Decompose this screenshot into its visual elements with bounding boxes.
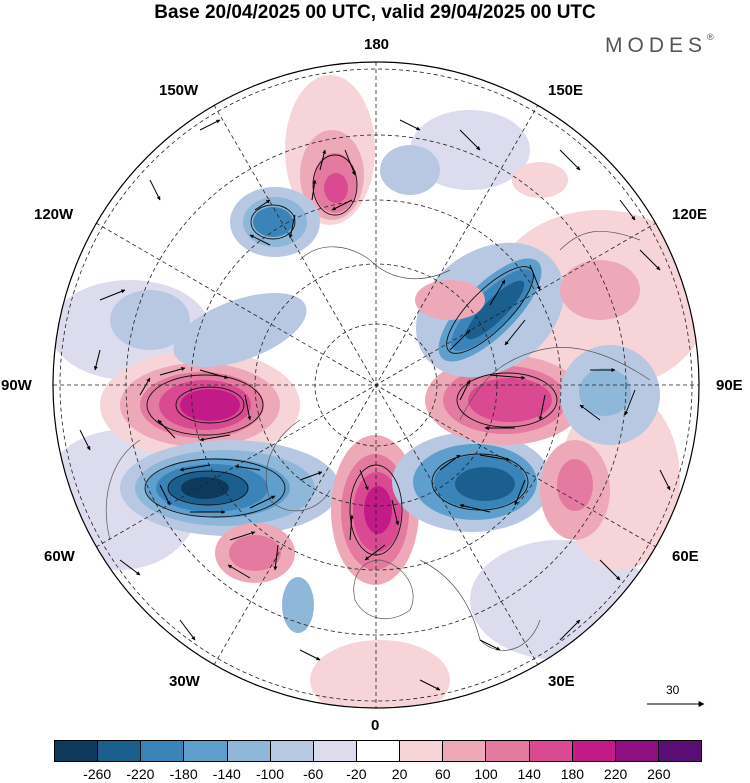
map-title: Base 20/04/2025 00 UTC, valid 29/04/2025… [154, 2, 596, 23]
colorbar-tick-label: 220 [603, 766, 628, 782]
colorbar-swatch [98, 741, 142, 761]
colorbar-tick-label: -180 [169, 766, 198, 782]
lon-label-0: 0 [371, 717, 380, 734]
coastlines [105, 230, 651, 651]
map-border [52, 61, 700, 709]
lon-label-150e: 150E [548, 82, 584, 99]
reference-vector: 30 [640, 683, 710, 713]
colorbar-swatch [529, 741, 573, 761]
colorbar-swatch [313, 741, 357, 761]
logo-text: MODES [605, 34, 708, 57]
colorbar-tick-label: 180 [560, 766, 585, 782]
colorbar-swatch [400, 741, 444, 761]
colorbar-tick-label: -100 [255, 766, 285, 782]
colorbar-swatch [270, 741, 314, 761]
colorbar-swatch [443, 741, 487, 761]
colorbar-tick-label: 260 [647, 766, 671, 782]
colorbar-swatch [572, 741, 616, 761]
lon-label-120w: 120W [34, 206, 74, 223]
lon-label-180: 180 [364, 36, 390, 53]
lon-label-150w: 150W [159, 82, 199, 99]
colorbar-tick-label: 140 [517, 766, 541, 782]
modes-logo: MODES® [605, 32, 714, 58]
colorbar-tick-label: -140 [212, 766, 241, 782]
wind-vectors [79, 119, 671, 691]
map-disc [53, 62, 699, 708]
colorbar-tick-label: 100 [474, 766, 498, 782]
graticule [53, 62, 699, 708]
colorbar-tick-label: -220 [126, 766, 155, 782]
colorbar-swatch [658, 741, 702, 761]
colorbar-tick-label: -60 [303, 766, 324, 782]
registered-mark: ® [707, 32, 714, 42]
reference-vector-value: 30 [666, 683, 680, 697]
lon-label-60w: 60W [44, 548, 75, 565]
contours [144, 154, 558, 556]
colorbar [54, 740, 702, 762]
lon-label-30w: 30W [169, 673, 200, 690]
lon-label-90w: 90W [1, 377, 32, 394]
polar-map [52, 61, 700, 709]
lon-label-120e: 120E [672, 206, 708, 223]
colorbar-tick-label: 20 [391, 766, 408, 782]
colorbar-swatch [141, 741, 185, 761]
colorbar-swatch [356, 741, 401, 761]
colorbar-swatch [184, 741, 228, 761]
colorbar-tick-label: 60 [435, 766, 451, 782]
anomaly-shading [53, 75, 699, 708]
reference-arrow-icon [647, 701, 705, 707]
colorbar-tick-label: -20 [346, 766, 367, 782]
colorbar-tick-label: -260 [83, 766, 112, 782]
colorbar-swatch [227, 741, 271, 761]
lon-label-90e: 90E [716, 377, 743, 394]
lon-label-30e: 30E [548, 673, 575, 690]
colorbar-labels: -260 -220 -180 -140 -100 -60 -20 20 60 100 140 180 2… [54, 766, 702, 782]
lon-label-60e: 60E [672, 548, 699, 565]
colorbar-swatch [486, 741, 530, 761]
colorbar-swatch [55, 741, 99, 761]
colorbar-swatch [615, 741, 659, 761]
